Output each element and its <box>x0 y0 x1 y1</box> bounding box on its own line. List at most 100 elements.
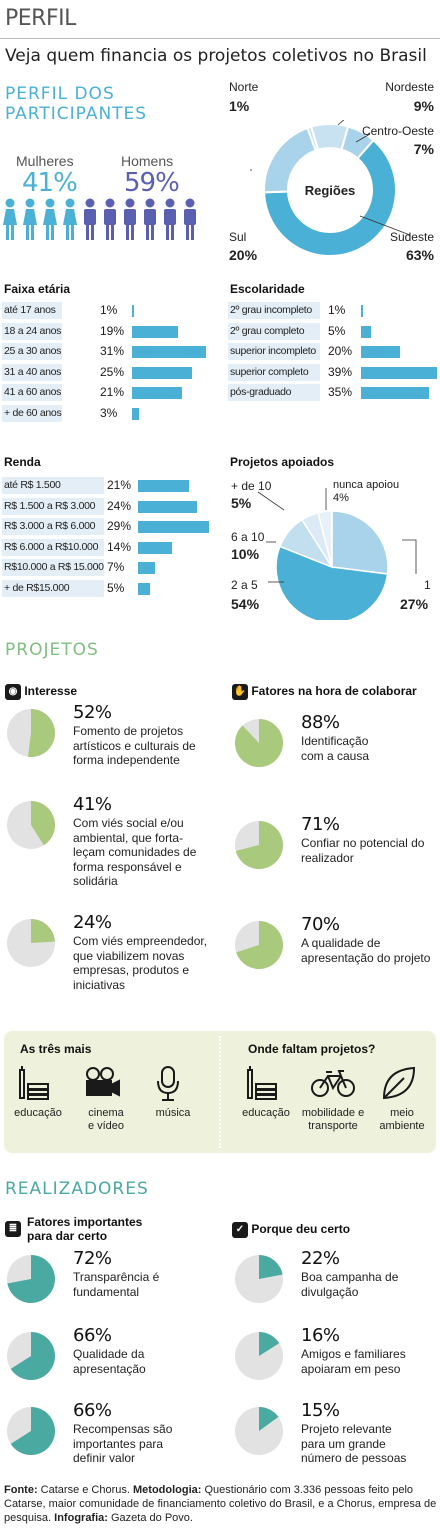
projetos-title: PROJETOS <box>5 640 99 660</box>
fatores-colaborar-item-desc: A qualidade de apresentação do projeto <box>301 936 430 965</box>
porque-item-desc-line: Amigos e familiares <box>301 1347 406 1361</box>
fatores-colaborar-item-desc-line: Identificação <box>301 734 369 748</box>
faixa-row-label: 25 a 30 anos <box>2 343 62 360</box>
porque-item-pie <box>235 1407 283 1455</box>
faltam-caption: educação <box>230 1107 302 1120</box>
fatores-certo-item-desc: Qualidade da apresentação <box>73 1347 146 1376</box>
region-centro-oeste-pct: 7% <box>413 141 434 157</box>
faixa-row-bar <box>132 305 135 317</box>
metodologia-text: Questionário com 3.336 pessoas feito pel… <box>4 1484 437 1524</box>
faixa-row-label: 18 a 24 anos <box>2 322 62 340</box>
faltam-caption: meio ambiente <box>366 1107 438 1133</box>
faixa-row-bar <box>132 325 178 338</box>
faixa-row-pct: 25% <box>100 364 125 379</box>
fatores-certo-item-desc-line: Transparência é <box>73 1270 160 1284</box>
escolaridade-row-bar <box>361 305 363 317</box>
fatores-certo-line-2: para dar certo <box>27 1229 108 1243</box>
region-norte-pct: 1% <box>229 98 250 114</box>
fatores-certo-item-pct: 66% <box>73 1400 112 1421</box>
leaf-icon <box>382 1066 416 1100</box>
interesse-item-pct: 52% <box>73 702 112 723</box>
renda-row-bar <box>138 480 190 492</box>
region-sudeste-pct: 63% <box>405 247 434 263</box>
fatores-certo-item-pie-slice <box>7 1255 55 1303</box>
faltam-caption-line: transporte <box>308 1120 358 1132</box>
tres-mais-caption-line: cinema <box>88 1107 124 1119</box>
fatores-certo-item-desc-line: Qualidade da <box>73 1347 145 1361</box>
escolaridade-row-label: 2º grau incompleto <box>228 302 320 319</box>
region-nordeste-pct: 9% <box>413 98 434 114</box>
tres-mais-caption: cinema e vídeo <box>70 1107 142 1133</box>
apoiados-leader-lines <box>257 488 417 583</box>
faixa-row-pct: 1% <box>100 303 118 317</box>
metodologia-label: Metodologia: <box>133 1484 202 1496</box>
fatores-colaborar-title: ✋ Fatores na hora de colaborar <box>232 684 417 700</box>
apoiados-2a5-label: 2 a 5 <box>231 578 258 592</box>
faixa-row-label: até 17 anos <box>2 302 62 319</box>
interesse-item-desc-line: que viabilizem novas <box>73 948 185 963</box>
region-sul-label: Sul <box>229 230 247 244</box>
bicycle-icon <box>311 1070 355 1097</box>
faixa-row-bar <box>132 346 207 358</box>
porque-item-desc-line: Projeto relevante <box>301 1422 392 1436</box>
porque-item-desc-line: para um grande <box>301 1436 386 1451</box>
man-figure <box>184 198 196 240</box>
regions-center-label: Regiões <box>305 183 356 198</box>
faixa-row-bar <box>132 407 140 420</box>
interesse-item-desc-line: empresas, produtos e <box>73 963 190 977</box>
centro-oeste-leader <box>355 133 371 143</box>
apoiados-leader-4 <box>402 539 417 574</box>
sudeste-leader <box>359 215 411 236</box>
faixa-row-pct: 31% <box>100 344 125 358</box>
region-sudeste-label: Sudeste <box>389 230 434 244</box>
porque-title-text: Porque deu certo <box>251 1222 351 1237</box>
participants-title: PERFIL DOS PARTICIPANTES <box>5 84 148 124</box>
fatores-colaborar-item-pct: 70% <box>301 914 340 935</box>
apoiados-slice-1 <box>275 545 389 620</box>
fatores-certo-item-pie <box>7 1332 55 1380</box>
porque-item-desc-line: Boa campanha de <box>301 1270 399 1284</box>
renda-row-pct: 24% <box>107 498 132 513</box>
fatores-certo-line-1: Fatores importantes <box>27 1215 143 1229</box>
renda-row-label: R$ 3.000 a R$ 6.000 <box>2 518 104 535</box>
porque-item-pie-slice <box>259 1407 279 1431</box>
interesse-item-desc-line: artísticos e culturais de <box>73 738 196 753</box>
apoiados-1-label: 1 <box>424 578 431 592</box>
fatores-certo-item-desc-line: definir valor <box>73 1451 136 1465</box>
renda-row-pct: 14% <box>107 539 132 554</box>
renda-row-bar <box>138 521 210 533</box>
escolaridade-row-pct: 20% <box>328 344 353 358</box>
escolaridade-row-pct: 5% <box>328 323 346 338</box>
faltam-title: Onde faltam projetos? <box>248 1042 376 1056</box>
list-icon: ≣ <box>5 1221 21 1237</box>
renda-row-pct: 21% <box>107 478 132 492</box>
apoiados-slice-4 <box>317 510 333 568</box>
escolaridade-row-bar <box>361 325 371 338</box>
interesse-item-desc-line: Com viés empreendedor, <box>73 934 208 948</box>
women-pct: 41% <box>22 168 78 198</box>
renda-row-label: + de R$15.000 <box>2 579 104 597</box>
infografia-text: Gazeta do Povo. <box>111 1512 193 1524</box>
region-slice-3 <box>263 138 397 257</box>
woman-figure <box>43 198 57 240</box>
apoiados-2a5-pct: 54% <box>231 596 260 612</box>
fatores-colaborar-item-desc: Identificação com a causa <box>301 734 369 763</box>
fatores-colaborar-item-pie <box>235 921 283 969</box>
header-rule <box>0 38 440 39</box>
fatores-certo-item-desc: Recompensas são importantes para definir v… <box>73 1422 172 1466</box>
apoiados-6a10-pct: 10% <box>231 546 260 562</box>
fatores-colaborar-item-desc-line: com a causa <box>301 748 370 763</box>
fatores-colaborar-item-desc-line: apresentação do projeto <box>301 950 431 965</box>
interesse-item-desc-line: Com viés social e/ou <box>73 816 184 830</box>
faltam-caption-line: meio <box>390 1107 414 1119</box>
porque-item-pie <box>235 1332 283 1380</box>
faixa-row-bar <box>132 366 192 379</box>
interesse-item-desc-line: Fomento de projetos <box>73 724 184 738</box>
apoiados-mais10-pct: 5% <box>231 495 252 511</box>
faixa-row-label: 31 a 40 anos <box>2 363 62 381</box>
people-pictogram <box>3 198 196 240</box>
escolaridade-row-label: superior incompleto <box>228 343 320 360</box>
porque-item-pct: 22% <box>301 1248 340 1269</box>
hand-icon: ✋ <box>232 684 248 700</box>
footer-credits: Fonte: Catarse e Chorus. Metodologia: Qu… <box>4 1483 438 1525</box>
